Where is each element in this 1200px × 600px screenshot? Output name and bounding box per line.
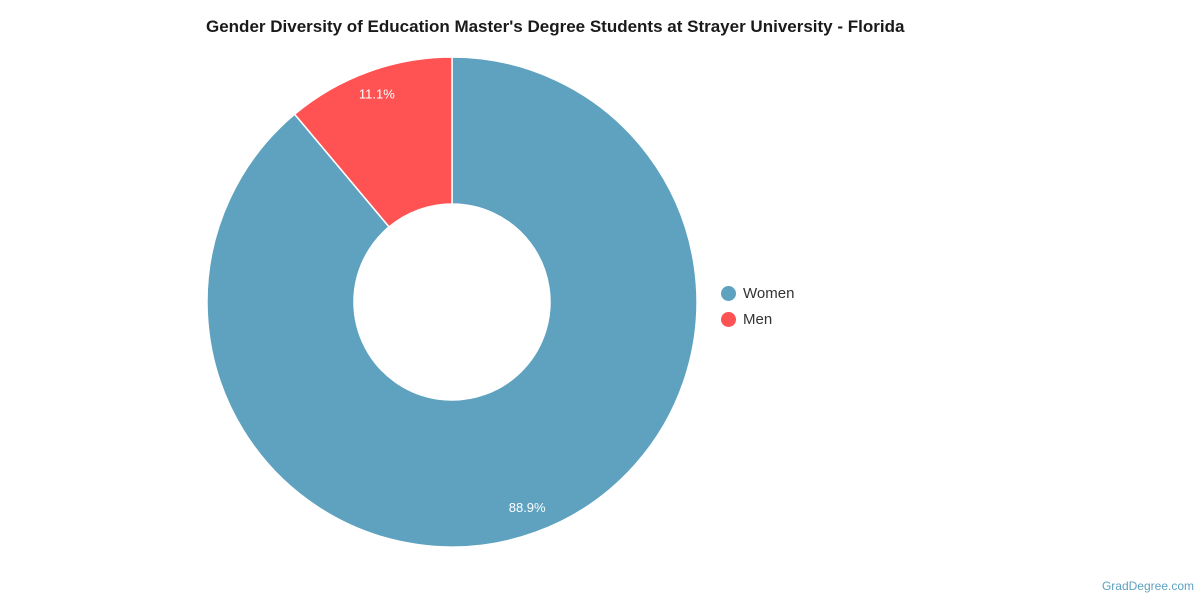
slice-women[interactable]	[206, 56, 698, 548]
watermark[interactable]: GradDegree.com	[1101, 579, 1194, 593]
legend-label-women: Women	[743, 284, 795, 302]
legend-item-women[interactable]: Women	[721, 280, 794, 306]
legend-swatch-women	[721, 285, 736, 301]
slice-men[interactable]	[293, 56, 453, 228]
legend-swatch-men	[721, 311, 736, 327]
data-label-men: 11.1%	[359, 87, 395, 102]
data-label-women: 88.9%	[509, 500, 546, 515]
chart-title: Gender Diversity of Education Master's D…	[206, 17, 905, 36]
legend-label-men: Men	[743, 310, 773, 328]
legend-item-men[interactable]: Men	[721, 306, 794, 332]
legend: Women Men	[721, 280, 794, 332]
